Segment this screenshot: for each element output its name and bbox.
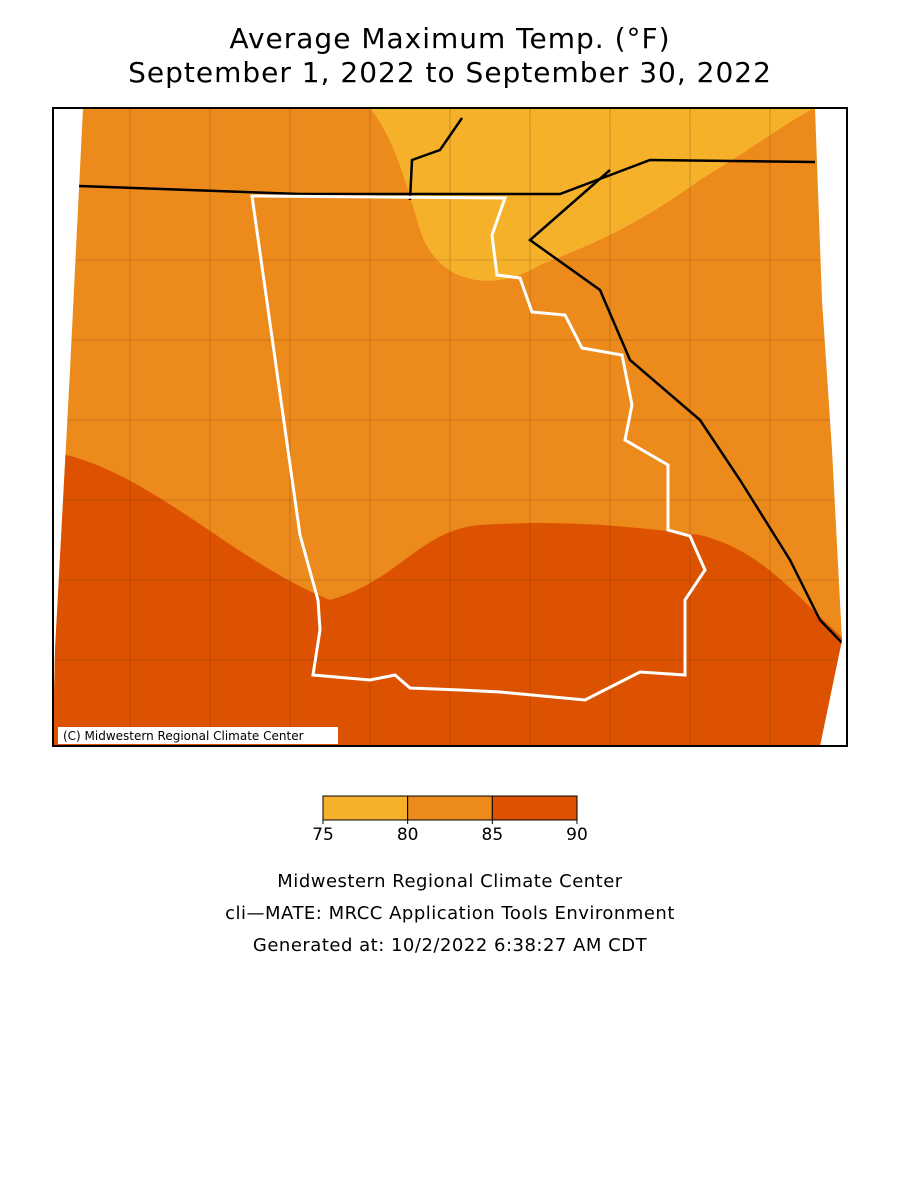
legend-tick-label: 85 — [482, 825, 504, 845]
copyright: (C) Midwestern Regional Climate Center — [63, 729, 304, 743]
state-line — [527, 169, 842, 647]
map-area — [53, 108, 842, 746]
state-line — [408, 117, 464, 201]
state-line — [78, 158, 816, 196]
legend-tick-label: 75 — [312, 825, 334, 845]
legend-swatch — [491, 795, 578, 821]
title-line: September 1, 2022 to September 30, 2022 — [128, 56, 772, 89]
copyright-box — [58, 727, 338, 744]
title-line: Average Maximum Temp. (°F) — [229, 22, 670, 55]
temperature-region — [370, 108, 815, 281]
footer-line: Generated at: 10/2/2022 6:38:27 AM CDT — [253, 935, 648, 956]
legend-tick-label: 80 — [397, 825, 419, 845]
footer-line: Midwestern Regional Climate Center — [277, 871, 623, 892]
state-outline — [250, 194, 707, 702]
legend-swatch — [322, 795, 409, 821]
map-frame — [52, 107, 848, 747]
county-lines — [53, 108, 842, 746]
legend-tick-label: 90 — [566, 825, 588, 845]
footer-line: cli—MATE: MRCC Application Tools Environ… — [225, 903, 675, 924]
legend-swatch — [407, 795, 493, 821]
